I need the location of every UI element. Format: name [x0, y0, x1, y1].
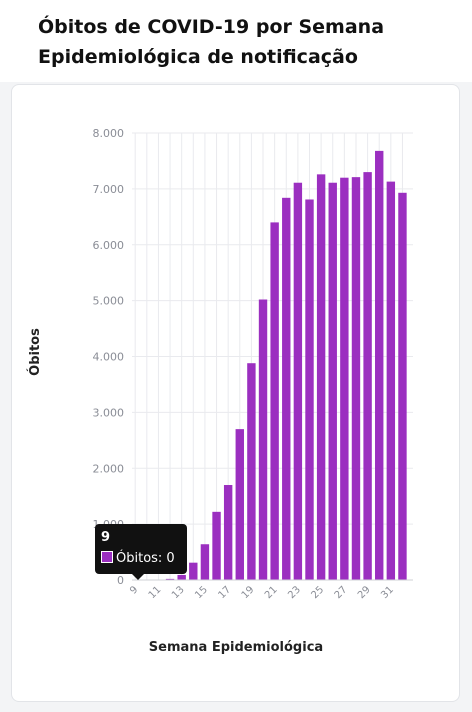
y-tick-label: 4.000 [93, 351, 125, 364]
tooltip-value: Óbitos: 0 [116, 551, 175, 566]
bar-week-28[interactable] [351, 177, 361, 581]
tooltip-title: 9 [101, 530, 111, 545]
bar-week-27[interactable] [340, 177, 349, 580]
y-axis-label: Óbitos [27, 328, 43, 376]
y-tick-label: 5.000 [93, 295, 125, 308]
bar-week-26[interactable] [328, 182, 337, 580]
y-tick-label: 2.000 [93, 462, 125, 475]
x-axis-ticks: 9 11 13 15 17 19 21 23 25 27 29 31 [128, 579, 413, 601]
x-tick-label: 31 [379, 584, 396, 601]
bar-week-23[interactable] [293, 182, 303, 580]
bar-week-25[interactable] [316, 174, 326, 580]
x-tick-label: 19 [240, 584, 257, 601]
x-tick-label: 13 [170, 584, 187, 601]
bar-week-14[interactable] [189, 562, 198, 580]
bar-week-20[interactable] [258, 299, 268, 580]
x-tick-label: 9 [128, 584, 140, 596]
bar-week-22[interactable] [282, 197, 291, 580]
bar-week-29[interactable] [363, 172, 372, 581]
x-tick-label: 25 [309, 584, 326, 601]
y-tick-label: 8.000 [93, 127, 125, 140]
bar-week-12[interactable] [165, 578, 175, 580]
bar-week-15[interactable] [200, 544, 210, 580]
x-tick-label: 29 [356, 584, 373, 601]
x-axis-label: Semana Epidemiológica [149, 640, 323, 655]
tooltip-swatch [101, 551, 113, 563]
y-axis-ticks: 01.0002.0003.0004.0005.0006.0007.0008.00… [93, 127, 125, 587]
y-tick-label: 7.000 [93, 183, 125, 196]
chart-card [11, 84, 460, 702]
x-tick-label: 11 [147, 584, 164, 601]
x-tick-label: 27 [333, 584, 350, 601]
bar-week-18[interactable] [235, 429, 244, 580]
bar-week-30[interactable] [375, 150, 384, 580]
y-tick-label: 6.000 [93, 239, 125, 252]
bar-week-19[interactable] [247, 363, 256, 580]
bar-week-13[interactable] [177, 574, 186, 580]
bars [165, 150, 407, 581]
x-tick-label: 21 [263, 584, 280, 601]
header: Óbitos de COVID-19 por Semana Epidemioló… [0, 0, 472, 82]
chart-tooltip: 9 Óbitos: 0 [95, 524, 187, 580]
bar-week-24[interactable] [305, 199, 314, 580]
tooltip-arrow [132, 574, 144, 580]
x-tick-label: 17 [216, 584, 233, 601]
y-tick-label: 0 [117, 574, 124, 587]
x-tick-label: 23 [286, 584, 303, 601]
page-title: Óbitos de COVID-19 por Semana Epidemioló… [38, 16, 385, 68]
bar-week-17[interactable] [223, 485, 233, 580]
tooltip-row: Óbitos: 0 [101, 550, 181, 568]
bar-week-16[interactable] [212, 511, 221, 580]
bar-week-21[interactable] [270, 222, 279, 580]
y-tick-label: 3.000 [93, 406, 125, 419]
bar-week-31[interactable] [386, 181, 396, 580]
bar-week-32[interactable] [398, 192, 407, 580]
x-tick-label: 15 [193, 584, 210, 601]
